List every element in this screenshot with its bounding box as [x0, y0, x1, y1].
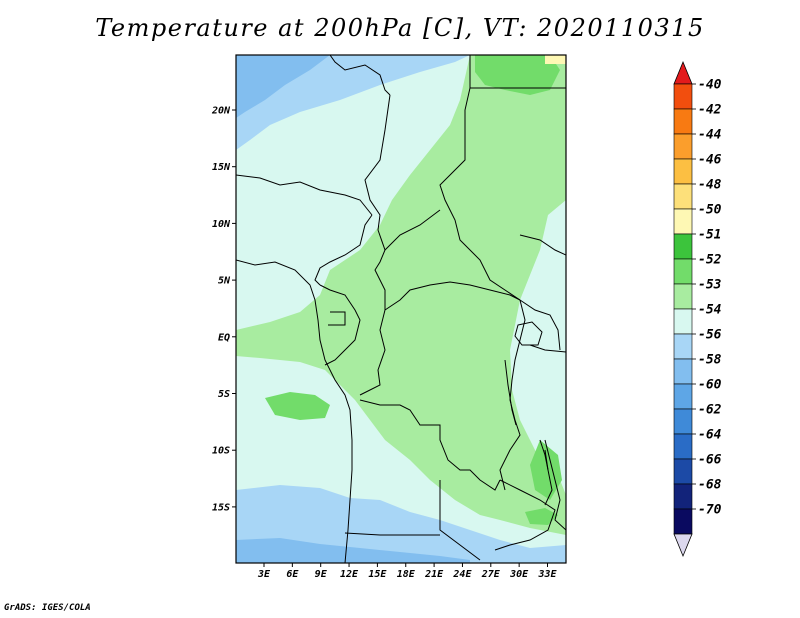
colorbar-label: -52 — [698, 253, 722, 268]
gabon-border — [319, 284, 361, 366]
lon-label: 30E — [509, 569, 529, 580]
colorbar-label: -51 — [698, 228, 721, 243]
colorbar-label: -44 — [698, 128, 722, 143]
grads-credit: GrADS: IGES/COLA — [4, 603, 91, 613]
field-green-52-sw — [265, 392, 330, 420]
colorbar: -40 -42 -44 -46 -48 -50 -51 -52 -53 -54 -56 -58 -60 -… — [673, 60, 722, 558]
colorbar-swatch — [673, 508, 693, 535]
lat-label: 5N — [218, 276, 231, 287]
colorbar-label: -42 — [698, 103, 722, 118]
field-green-52-east — [530, 440, 562, 500]
coast-west-africa — [236, 259, 353, 563]
nigeria-north-border — [236, 174, 373, 216]
colorbar-label: -40 — [698, 78, 722, 93]
colorbar-swatch — [673, 258, 693, 285]
colorbar-label: -53 — [698, 278, 722, 293]
latitude-axis: 20N 15N 10N 5N EQ 5S 10S 15S — [211, 106, 236, 513]
colorbar-swatch — [673, 133, 693, 160]
borders — [236, 55, 566, 563]
colorbar-label: -70 — [698, 503, 722, 518]
map-frame — [235, 54, 567, 564]
colorbar-swatch — [673, 458, 693, 485]
colorbar-label: -50 — [698, 203, 722, 218]
ethiopia-border — [519, 234, 566, 256]
sudan-chad-border — [439, 87, 521, 301]
lat-label: 20N — [211, 106, 231, 117]
colorbar-swatch — [673, 308, 693, 335]
colorbar-swatch — [673, 208, 693, 235]
colorbar-label: -66 — [698, 453, 722, 468]
colorbar-swatch — [673, 183, 693, 210]
longitude-axis: 3E 6E 9E 12E 15E 18E 21E 24E 27E 30E 33E — [257, 563, 558, 580]
tanzania-border — [529, 344, 566, 353]
temperature-field — [236, 55, 566, 563]
congo-drc-border — [359, 309, 386, 396]
lon-label: 33E — [537, 569, 557, 580]
angola-namibia-border — [344, 532, 440, 536]
lon-label: 6E — [286, 569, 299, 580]
colorbar-label: -48 — [698, 178, 722, 193]
field-south-56 — [236, 485, 566, 563]
map-title: Temperature at 200hPa [C], VT: 202011031… — [95, 14, 705, 42]
lat-label: 15N — [212, 162, 231, 173]
car-sudan-border — [384, 209, 441, 251]
lat-label: 5S — [218, 389, 230, 400]
lon-label: 15E — [368, 569, 387, 580]
field-green-52-ne — [475, 55, 560, 95]
lon-label: 27E — [481, 569, 501, 580]
uganda-kenya-border — [519, 299, 561, 351]
field-ne-corner — [545, 55, 566, 64]
colorbar-swatch — [673, 233, 693, 260]
field-green-53 — [236, 55, 566, 535]
lat-label: 10N — [212, 219, 231, 230]
colorbar-label: -46 — [698, 153, 722, 168]
colorbar-label: -60 — [698, 378, 722, 393]
colorbar-swatch — [673, 483, 693, 510]
lat-label: EQ — [218, 332, 230, 343]
colorbar-label: -56 — [698, 328, 722, 343]
mozambique-border — [544, 439, 566, 531]
colorbar-label: -62 — [698, 403, 722, 418]
lon-label: 24E — [452, 569, 472, 580]
niger-chad-border — [364, 94, 391, 231]
libya-chad-border — [329, 55, 391, 96]
colorbar-bottom-triangle — [673, 533, 693, 558]
lon-label: 18E — [397, 569, 416, 580]
colorbar-swatch — [673, 158, 693, 185]
colorbar-label: -58 — [698, 353, 722, 368]
colorbar-swatch — [673, 383, 693, 410]
lon-label: 3E — [257, 569, 271, 580]
drc-angola-border — [359, 399, 501, 491]
field-green-52-south — [525, 508, 558, 525]
car-congo-border — [384, 281, 521, 311]
lon-label: 12E — [340, 569, 359, 580]
colorbar-swatch — [673, 83, 693, 110]
field-nw-58 — [236, 55, 330, 118]
colorbar-swatch — [673, 408, 693, 435]
field-south-58 — [236, 538, 470, 563]
lake-malawi — [539, 439, 549, 471]
lat-label: 10S — [212, 446, 230, 457]
colorbar-swatch — [673, 333, 693, 360]
colorbar-label: -64 — [698, 428, 722, 443]
cameroon-car-border — [374, 229, 386, 310]
angola-zambia-border — [439, 480, 481, 561]
lon-label: 21E — [424, 569, 444, 580]
colorbar-swatch — [673, 283, 693, 310]
gabon-eq-guinea — [328, 311, 346, 326]
colorbar-label: -68 — [698, 478, 722, 493]
nigeria-cameroon-border — [314, 214, 373, 286]
colorbar-swatch — [673, 108, 693, 135]
colorbar-top-triangle — [673, 60, 693, 85]
lon-label: 9E — [315, 569, 328, 580]
lake-victoria — [514, 321, 543, 346]
zambia-border — [494, 479, 556, 551]
colorbar-label: -54 — [698, 303, 722, 318]
colorbar-swatch — [673, 358, 693, 385]
lat-label: 15S — [212, 502, 230, 513]
colorbar-swatch — [673, 433, 693, 460]
lake-tanganyika — [504, 359, 517, 426]
